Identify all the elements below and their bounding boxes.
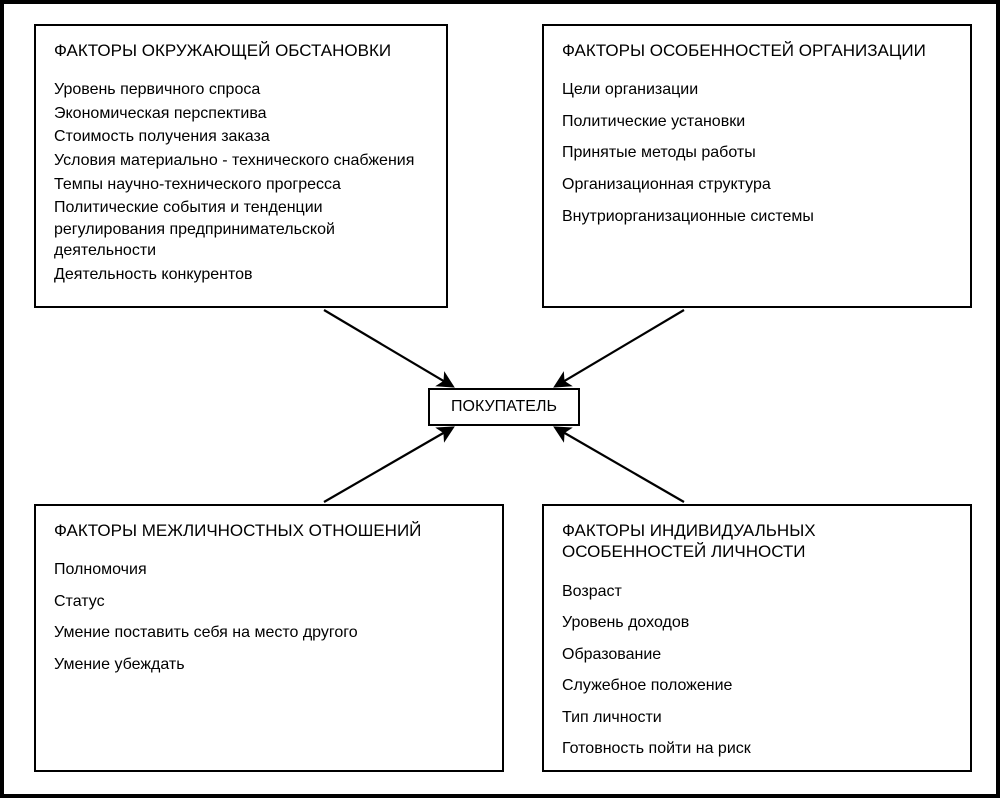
list-item: Политические установки xyxy=(562,111,952,133)
arrow xyxy=(324,310,452,386)
list-item: Статус xyxy=(54,591,484,613)
list-item: Внутриорганизационные системы xyxy=(562,206,952,228)
list-item: Политические события и тенденции регулир… xyxy=(54,197,428,262)
list-item: Образование xyxy=(562,644,952,666)
list-item: Умение убеждать xyxy=(54,654,484,676)
box-items: Уровень первичного спросаЭкономическая п… xyxy=(54,79,428,285)
arrow xyxy=(324,428,452,502)
list-item: Принятые методы работы xyxy=(562,142,952,164)
box-title: ФАКТОРЫ МЕЖЛИЧНОСТНЫХ ОТНОШЕНИЙ xyxy=(54,520,484,541)
list-item: Темпы научно-технического прогресса xyxy=(54,174,428,196)
center-node-buyer: ПОКУПАТЕЛЬ xyxy=(428,388,580,426)
list-item: Умение поставить себя на место другого xyxy=(54,622,484,644)
box-individual-factors: ФАКТОРЫ ИНДИВИДУАЛЬНЫХ ОСОБЕННОСТЕЙ ЛИЧН… xyxy=(542,504,972,772)
list-item: Полномочия xyxy=(54,559,484,581)
box-items: Полномочия Статус Умение поставить себя на… xyxy=(54,559,484,675)
box-items: Цели организации Политические установки Пр… xyxy=(562,79,952,227)
list-item: Экономическая перспектива xyxy=(54,103,428,125)
box-title: ФАКТОРЫ ОСОБЕННОСТЕЙ ОРГАНИЗАЦИИ xyxy=(562,40,952,61)
box-interpersonal-factors: ФАКТОРЫ МЕЖЛИЧНОСТНЫХ ОТНОШЕНИЙ Полномоч… xyxy=(34,504,504,772)
box-items: Возраст Уровень доходов Образование Служебн… xyxy=(562,581,952,761)
box-title: ФАКТОРЫ ОКРУЖАЮЩЕЙ ОБСТАНОВКИ xyxy=(54,40,428,61)
arrow xyxy=(556,428,684,502)
list-item: Готовность пойти на риск xyxy=(562,738,952,760)
list-item: Уровень первичного спроса xyxy=(54,79,428,101)
box-environment-factors: ФАКТОРЫ ОКРУЖАЮЩЕЙ ОБСТАНОВКИ Уровень пе… xyxy=(34,24,448,308)
list-item: Уровень доходов xyxy=(562,612,952,634)
list-item: Стоимость получения заказа xyxy=(54,126,428,148)
box-title: ФАКТОРЫ ИНДИВИДУАЛЬНЫХ ОСОБЕННОСТЕЙ ЛИЧН… xyxy=(562,520,952,563)
list-item: Служебное положение xyxy=(562,675,952,697)
list-item: Организационная структура xyxy=(562,174,952,196)
arrow xyxy=(556,310,684,386)
list-item: Деятельность конкурентов xyxy=(54,264,428,286)
box-organization-factors: ФАКТОРЫ ОСОБЕННОСТЕЙ ОРГАНИЗАЦИИ Цели ор… xyxy=(542,24,972,308)
list-item: Тип личности xyxy=(562,707,952,729)
list-item: Возраст xyxy=(562,581,952,603)
diagram-frame: ФАКТОРЫ ОКРУЖАЮЩЕЙ ОБСТАНОВКИ Уровень пе… xyxy=(0,0,1000,798)
list-item: Цели организации xyxy=(562,79,952,101)
list-item: Условия материально - технического снабж… xyxy=(54,150,428,172)
center-label: ПОКУПАТЕЛЬ xyxy=(451,398,557,415)
